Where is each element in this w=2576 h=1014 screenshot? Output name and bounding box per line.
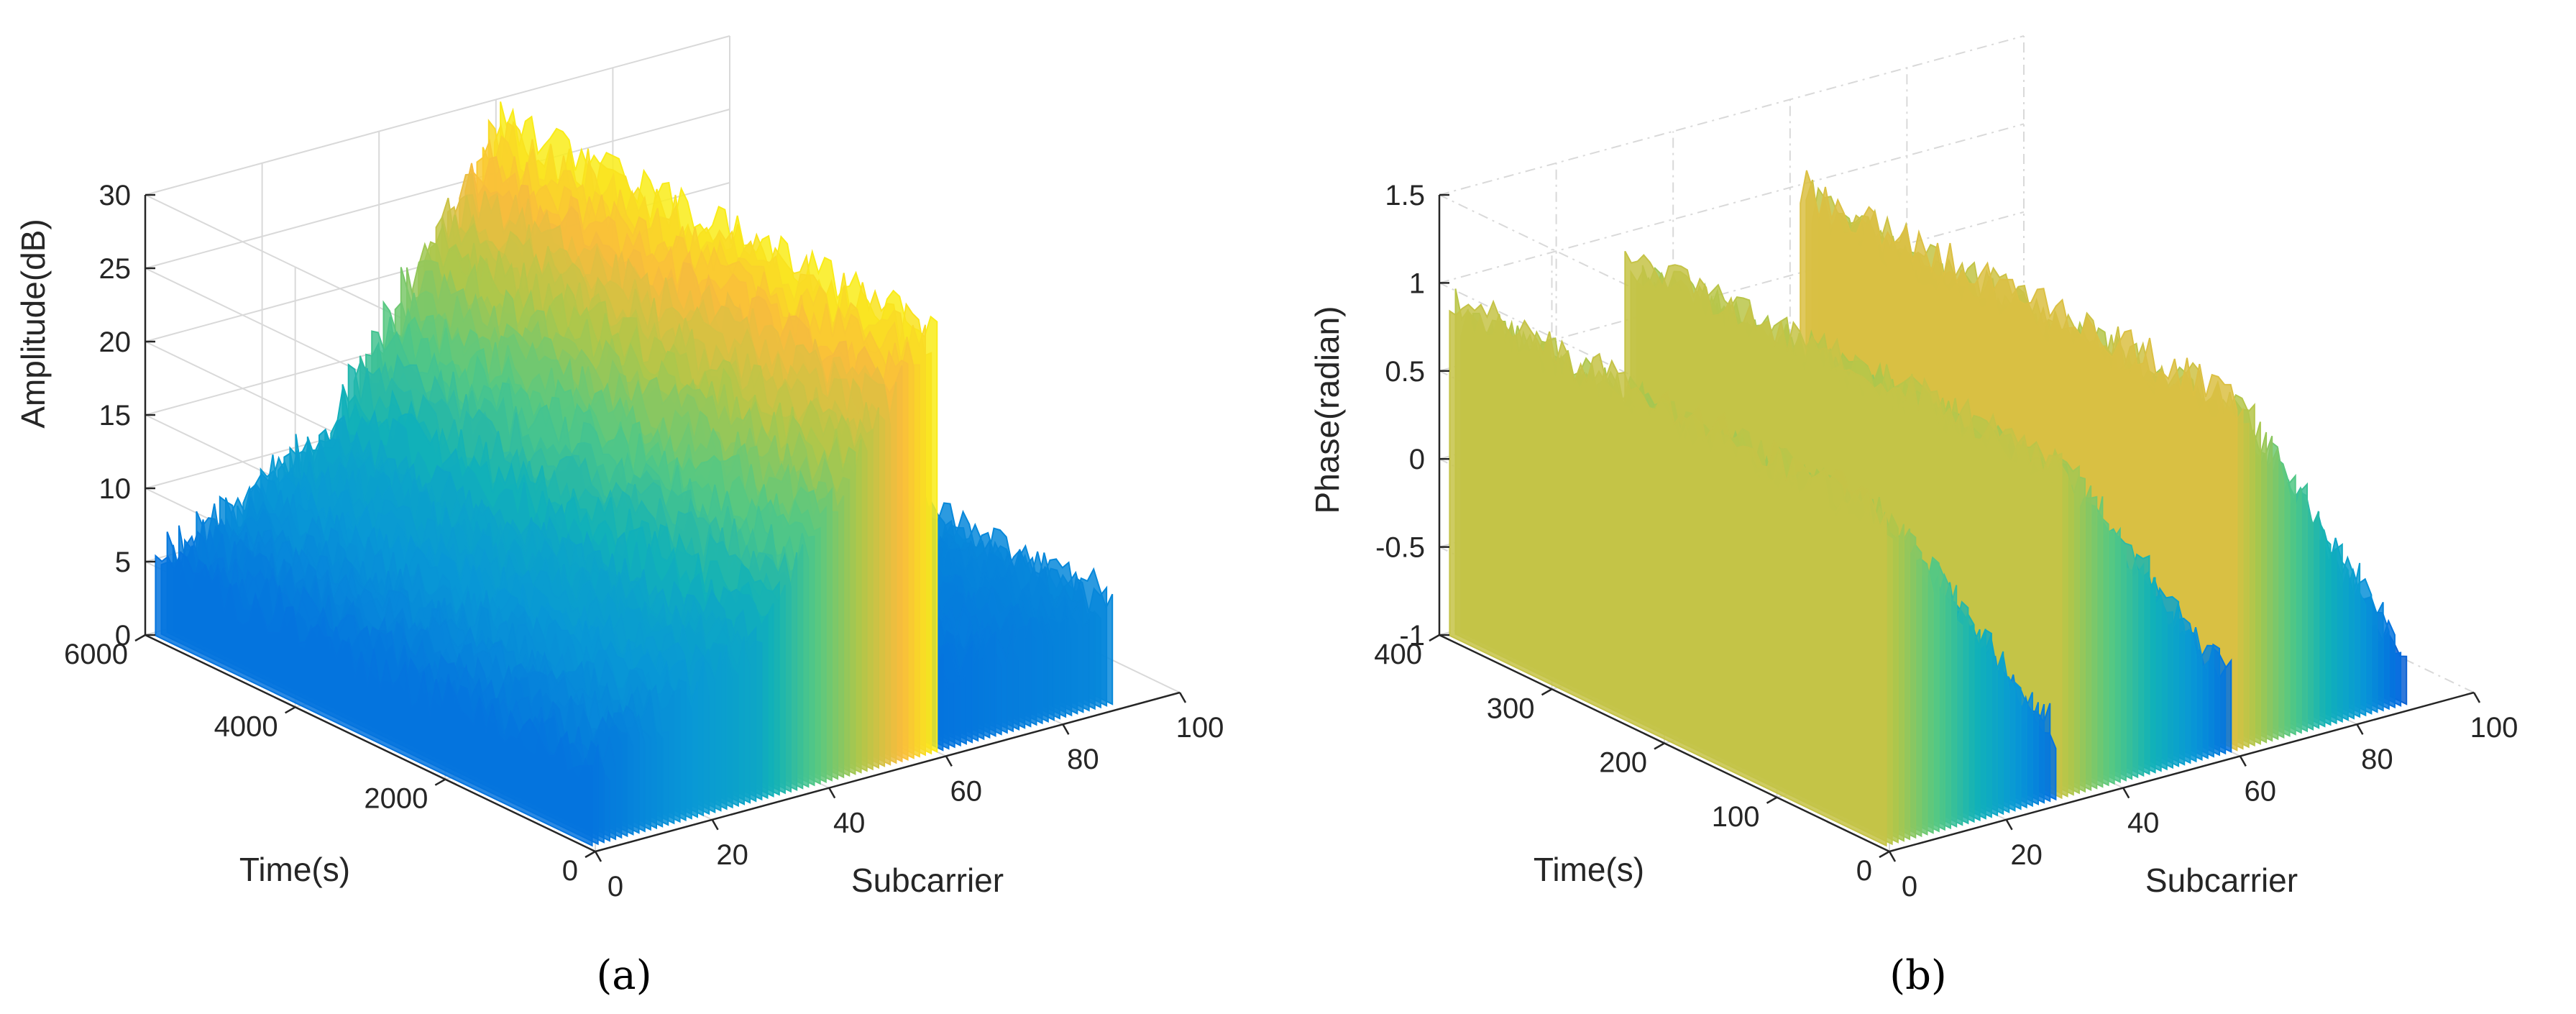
x-tick-label: 100 [2470,712,2518,744]
y-tick-label: 0 [562,855,578,887]
x-tick [2472,692,2481,703]
x-tick [2005,819,2013,831]
z-tick-label: 30 [99,180,132,211]
surface-plot [155,101,1114,847]
x-tick-label: 60 [950,775,983,807]
z-tick-label: -1 [1399,620,1425,652]
y-tick-label: 100 [1712,801,1760,833]
z-tick-label: 0 [115,620,131,652]
z-tick-label: 0.5 [1385,356,1425,388]
surface-plot [1449,170,2408,847]
z-tick-label: 10 [99,473,132,505]
x-tick-label: 80 [1067,744,1099,775]
y-tick [1654,742,1665,750]
x-tick-label: 20 [716,839,748,871]
x-tick [1062,723,1070,735]
y-tick-label: 400 [1374,639,1422,670]
y-tick-label: 200 [1599,747,1647,779]
caption-b: (b) [1889,952,1947,999]
x-axis-label: Subcarrier [2145,862,2298,899]
x-tick-label: 100 [1176,712,1224,744]
y-tick [1429,634,1440,642]
x-tick [594,851,602,862]
chart-panel-phase: 0204060801000100200300400-1-0.500.511.5 … [1308,35,2518,999]
x-tick [1178,692,1187,703]
x-tick [2122,787,2130,799]
z-tick-label: 5 [115,547,131,578]
grid-line [145,109,730,269]
y-axis-line [145,634,596,853]
x-tick-label: 60 [2245,775,2277,807]
y-tick-label: 0 [1856,855,1872,887]
y-tick [1879,850,1890,859]
x-tick-label: 0 [1902,871,1917,903]
surface-ribbon [1449,299,1887,847]
z-tick-label: 25 [99,253,132,285]
x-axis-line [595,691,1181,853]
z-tick-label: 20 [99,326,132,358]
y-tick [285,706,296,714]
axes: 0 20 40 60 80 100 0 100 200 300 400-1 -0.5 0 0.5 1 1.5 [1374,180,2518,903]
x-tick [711,819,719,831]
y-tick-label: 6000 [64,639,128,670]
x-tick-label: 0 [608,871,623,903]
x-tick-label: 20 [2010,839,2043,871]
y-axis-label: Time(s) [239,851,350,888]
x-tick [2239,755,2247,767]
x-axis-line [1889,691,2475,853]
z-axis-label: Amplitude(dB) [14,219,52,428]
x-tick [828,787,836,799]
x-tick [945,755,953,767]
x-tick-label: 40 [833,808,866,839]
y-tick [434,778,446,786]
grid-line [145,35,730,196]
x-axis-label: Subcarrier [851,862,1004,899]
z-tick-label: 15 [99,400,132,431]
x-tick [2356,723,2364,735]
grid-line [1439,35,2025,196]
y-tick [134,634,146,642]
y-tick-label: 4000 [214,711,278,742]
y-tick [1766,796,1778,804]
y-tick [1541,688,1553,696]
z-tick-label: 0 [1409,444,1425,475]
z-tick-label: -0.5 [1375,532,1425,564]
z-tick-label: 1 [1409,268,1425,299]
z-axis-label: Phase(radian) [1308,306,1346,514]
y-tick [585,850,596,859]
caption-a: (a) [596,952,651,999]
x-tick-label: 40 [2127,808,2160,839]
x-tick-label: 80 [2361,744,2393,775]
surface-ribbon [155,551,593,847]
y-tick-label: 2000 [364,783,428,815]
y-axis-label: Time(s) [1534,851,1644,888]
x-tick [1888,851,1897,862]
z-tick-label: 1.5 [1385,180,1425,211]
y-tick-label: 300 [1487,693,1535,724]
